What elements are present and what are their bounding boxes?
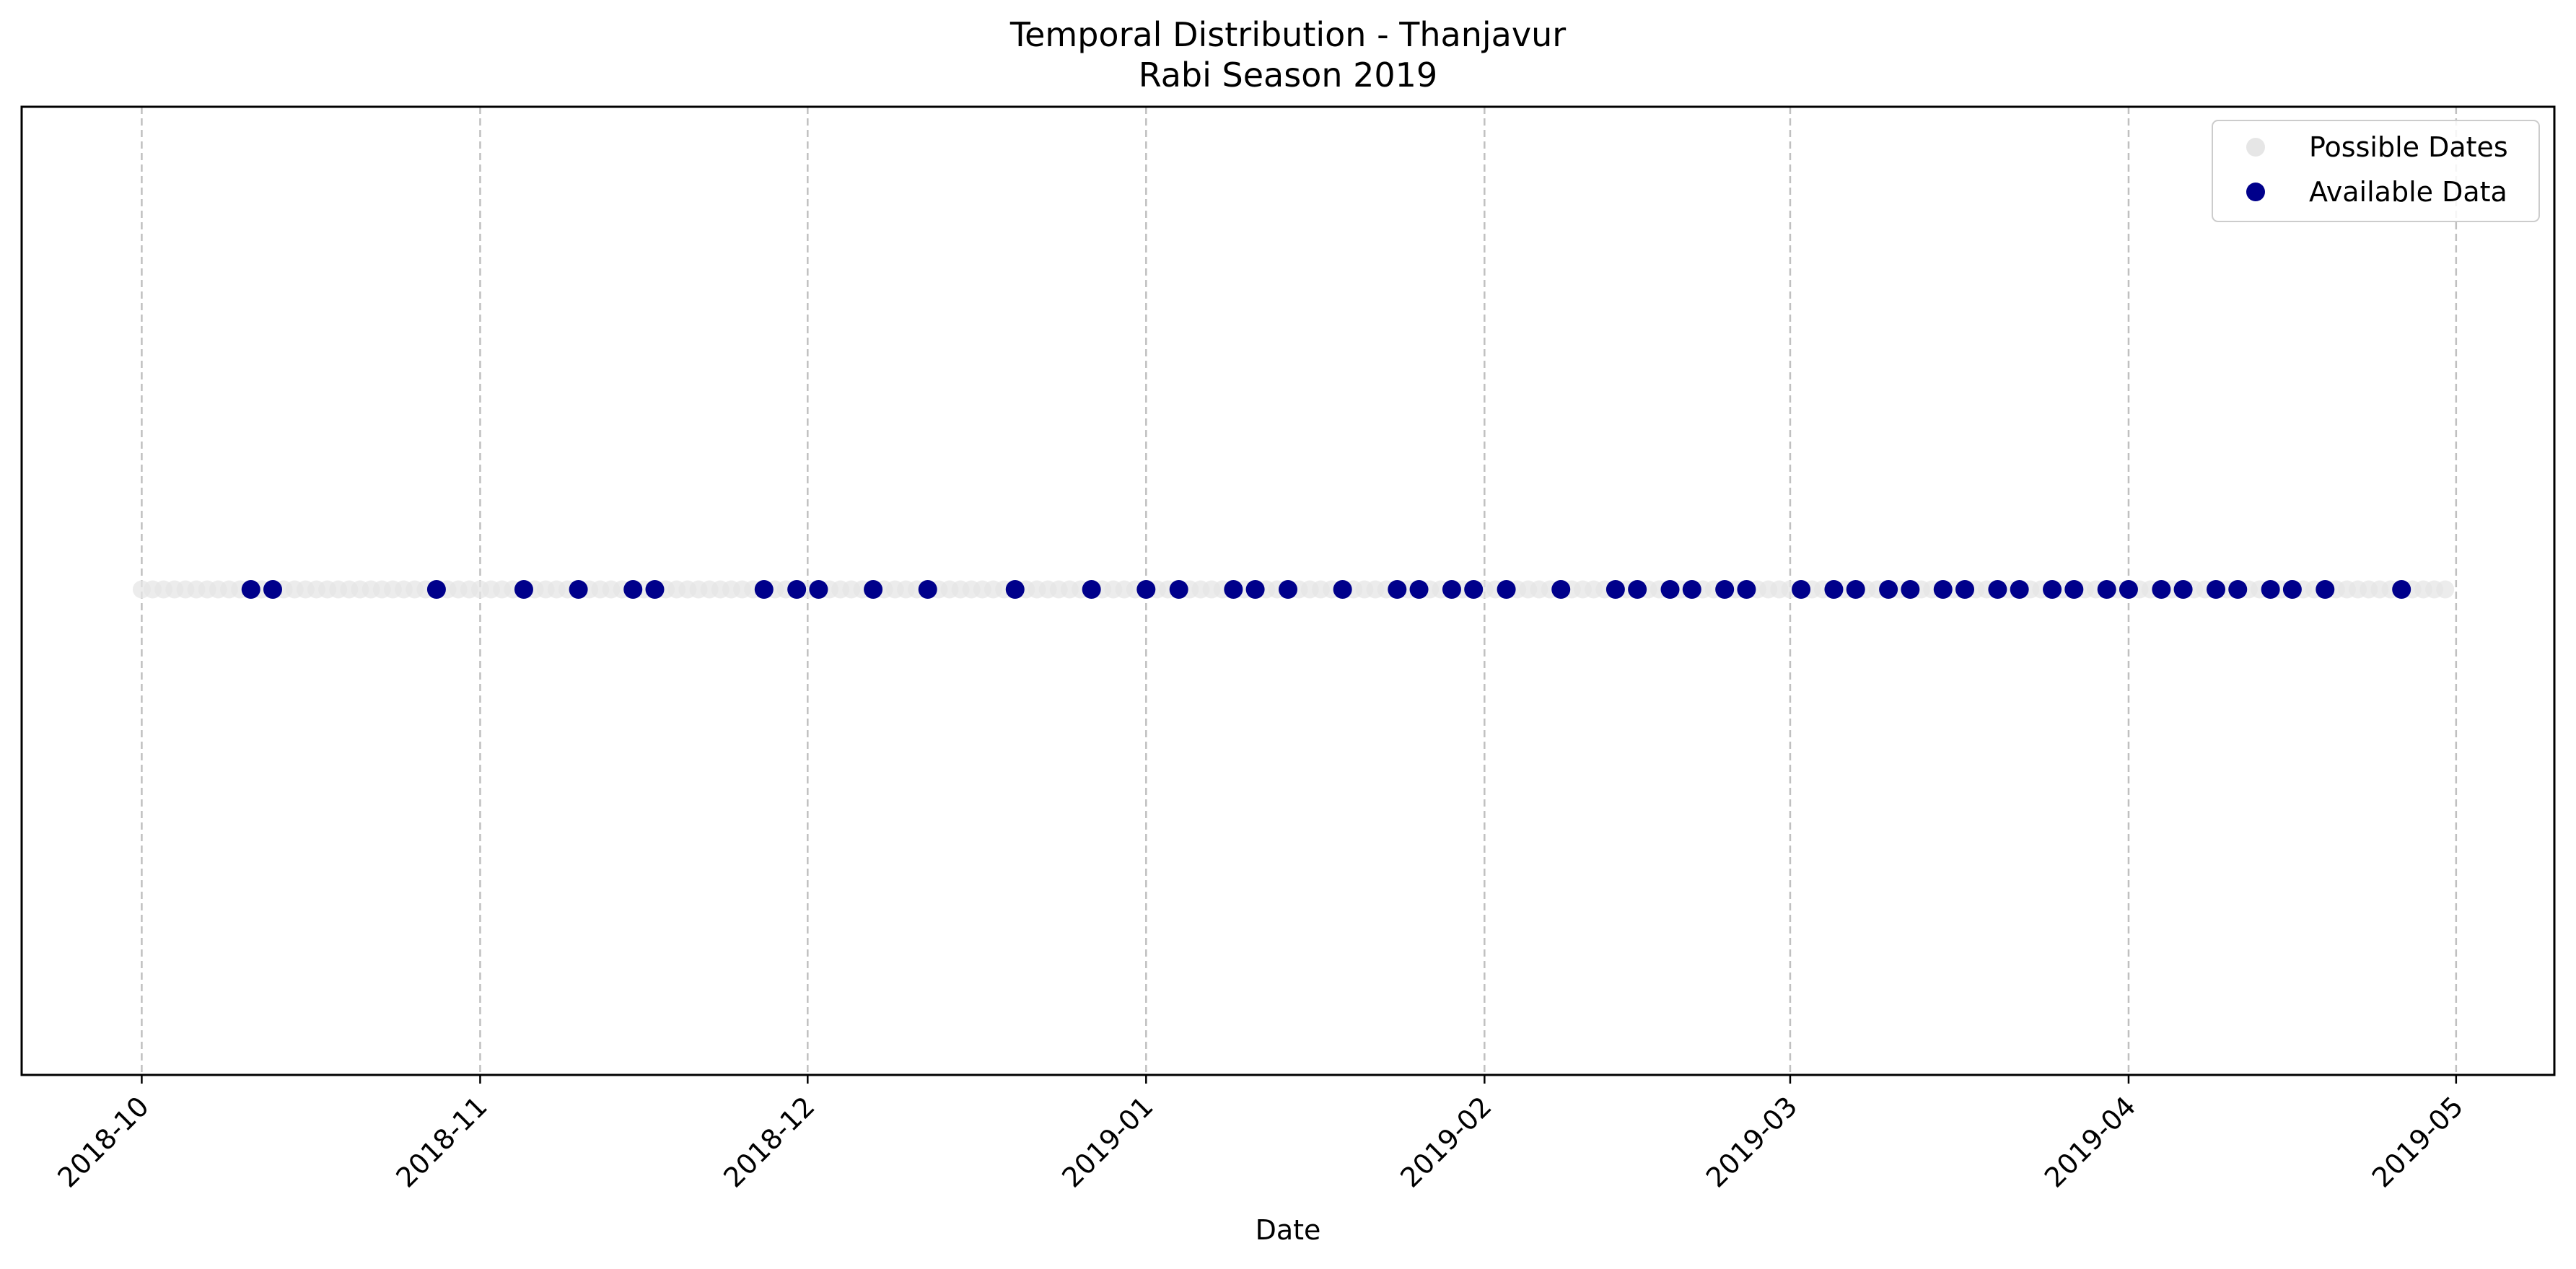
available-data-point	[1682, 580, 1701, 599]
available-data-point	[787, 580, 807, 599]
available-data-point	[1497, 580, 1516, 599]
available-data-point	[1005, 580, 1025, 599]
x-tick-label: 2019-02	[1394, 1090, 1497, 1193]
available-data-point	[1879, 580, 1898, 599]
x-tick-label: 2019-03	[1700, 1090, 1803, 1193]
available-data-point	[2010, 580, 2029, 599]
available-data-point	[2228, 580, 2248, 599]
available-data-point	[1169, 580, 1188, 599]
chart-subtitle: Rabi Season 2019	[1139, 56, 1437, 95]
available-data-point	[1082, 580, 1101, 599]
available-data-point	[569, 580, 588, 599]
x-tick-label: 2018-12	[717, 1090, 820, 1193]
available-data-point	[809, 580, 828, 599]
available-data-point	[2261, 580, 2280, 599]
available-data-point	[241, 580, 260, 599]
available-data-point	[1715, 580, 1735, 599]
available-data-point	[1409, 580, 1429, 599]
available-data-point	[1279, 580, 1297, 599]
available-data-point	[2043, 580, 2062, 599]
possible-date-point	[2436, 580, 2455, 599]
available-data-point	[918, 580, 937, 599]
x-axis-ticks: 2018-10 2018-11 2018-12 2019-01 2019-02 2019-…	[51, 1075, 2469, 1194]
available-data-point	[1464, 580, 1484, 599]
available-data-point	[754, 580, 774, 599]
available-data-point	[426, 580, 446, 599]
x-axis-label: Date	[1256, 1214, 1321, 1246]
available-data-point	[623, 580, 643, 599]
x-tick-label: 2019-05	[2366, 1090, 2469, 1193]
available-data-point	[2064, 580, 2084, 599]
available-data-point	[645, 580, 665, 599]
available-data-point	[1605, 580, 1625, 599]
available-data-point	[1737, 580, 1756, 599]
available-data-point	[1388, 580, 1407, 599]
available-data-point	[1224, 580, 1243, 599]
available-data-point	[1901, 580, 1920, 599]
available-data-point	[263, 580, 282, 599]
plot-frame	[20, 105, 2556, 1076]
available-data-point	[1824, 580, 1844, 599]
available-data-point	[2152, 580, 2171, 599]
x-tick-label: 2018-10	[51, 1090, 154, 1193]
available-data-point	[1136, 580, 1156, 599]
available-data-point	[514, 580, 533, 599]
available-data-point	[1551, 580, 1571, 599]
available-data-point	[1442, 580, 1461, 599]
available-data-point	[2392, 580, 2411, 599]
available-data-point	[1333, 580, 1352, 599]
legend-label-available-data: Available Data	[2309, 176, 2507, 208]
available-data-point	[2282, 580, 2302, 599]
available-data-point	[1628, 580, 1647, 599]
available-data-point	[864, 580, 883, 599]
available-data-point	[1955, 580, 1975, 599]
available-data-point	[1660, 580, 1680, 599]
available-data-point	[2119, 580, 2138, 599]
legend-label-possible-dates: Possible Dates	[2309, 131, 2508, 163]
available-data-point	[1933, 580, 1953, 599]
x-tick-label: 2019-04	[2038, 1090, 2142, 1193]
available-data-point	[1846, 580, 1865, 599]
x-tick-label: 2019-01	[1056, 1090, 1159, 1193]
chart-title: Temporal Distribution - Thanjavur	[1009, 15, 1566, 54]
available-data-series	[241, 580, 2411, 599]
legend-frame	[2212, 120, 2540, 222]
available-data-point	[2097, 580, 2116, 599]
legend: Possible Dates Available Data	[2212, 120, 2540, 222]
available-data-point	[1792, 580, 1811, 599]
available-data-point	[1245, 580, 1265, 599]
available-data-point	[1988, 580, 2007, 599]
available-data-point	[2173, 580, 2193, 599]
available-data-point	[2206, 580, 2225, 599]
available-data-point	[2316, 580, 2335, 599]
legend-marker-possible-dates	[2246, 138, 2265, 157]
legend-marker-available-data	[2246, 183, 2265, 201]
x-tick-label: 2018-11	[390, 1090, 493, 1193]
